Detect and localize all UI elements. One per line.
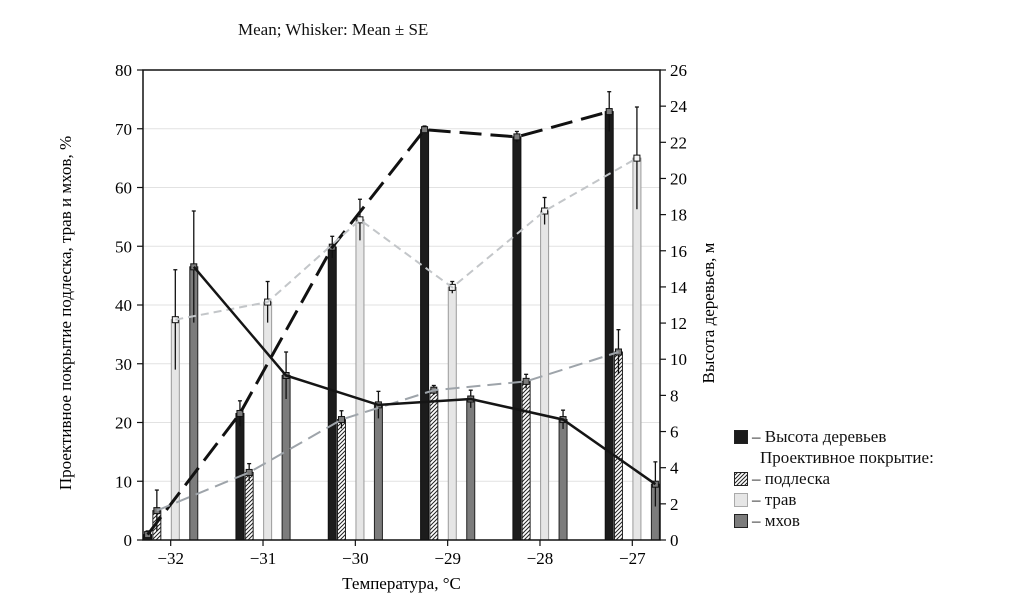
x-tick-label: −29: [434, 549, 461, 568]
y-right-tick-label: 20: [670, 169, 687, 188]
bar-hatched: [244, 471, 254, 541]
legend-label-height: – Высота деревьев: [752, 427, 887, 446]
bar-light: [263, 301, 273, 541]
chart-title: Mean; Whisker: Mean ± SE: [238, 20, 429, 39]
y-left-tick-label: 20: [115, 414, 132, 433]
mean-marker: [356, 216, 364, 224]
legend-swatch-moss: [734, 513, 748, 528]
y-left-tick-label: 60: [115, 179, 132, 198]
legend-label-moss: – мхов: [752, 511, 800, 530]
mean-marker: [245, 468, 253, 476]
bar-hatched: [521, 380, 531, 541]
bar-dark: [512, 136, 522, 541]
bar-medium: [466, 398, 476, 541]
legend-item-undergrowth: – подлеска: [734, 468, 934, 489]
bar-medium: [558, 419, 568, 541]
mean-marker: [337, 416, 345, 424]
x-tick-label: −31: [250, 549, 277, 568]
x-tick-label: −27: [619, 549, 646, 568]
bar-hatched: [336, 419, 346, 541]
mean-marker: [522, 377, 530, 385]
mean-marker: [421, 126, 429, 134]
bar-light: [355, 219, 365, 541]
y-right-tick-label: 14: [670, 278, 688, 297]
legend: – Высота деревьев Проективное покрытие: …: [734, 426, 934, 531]
y-right-tick-label: 22: [670, 133, 687, 152]
bar-hatched: [613, 351, 623, 541]
mean-marker: [541, 207, 549, 215]
y-axis-right-label: Высота деревьев, м: [699, 242, 718, 383]
y-left-tick-label: 30: [115, 355, 132, 374]
mean-marker: [633, 154, 641, 162]
legend-item-grass: – трав: [734, 489, 934, 510]
y-right-tick-label: 0: [670, 531, 679, 550]
mean-marker: [513, 133, 521, 141]
mean-marker: [605, 108, 613, 116]
bar-hatched: [429, 389, 439, 541]
legend-item-height: – Высота деревьев: [734, 426, 934, 447]
trend-line-light: [175, 157, 638, 321]
y-left-tick-label: 10: [115, 472, 132, 491]
bar-medium: [373, 404, 383, 541]
y-right-tick-label: 26: [670, 61, 687, 80]
x-tick-label: −30: [342, 549, 369, 568]
y-left-tick-label: 50: [115, 237, 132, 256]
legend-label-undergrowth: – подлеска: [752, 469, 831, 488]
y-right-tick-label: 24: [670, 97, 688, 116]
y-left-tick-label: 0: [124, 531, 133, 550]
legend-item-moss: – мхов: [734, 510, 934, 531]
bar-medium: [281, 375, 291, 541]
trend-lines: [146, 110, 657, 536]
axes: 0102030405060708002468101214161820222426…: [115, 61, 688, 568]
y-left-tick-label: 80: [115, 61, 132, 80]
legend-swatch-undergrowth: [734, 471, 748, 486]
legend-swatch-height: [734, 429, 748, 444]
legend-label-grass: – трав: [752, 490, 797, 509]
y-left-tick-label: 40: [115, 296, 132, 315]
x-tick-label: −32: [157, 549, 184, 568]
mean-marker: [236, 409, 244, 417]
y-right-tick-label: 16: [670, 242, 687, 261]
mean-marker: [190, 263, 198, 271]
y-axis-left-label: Проективное покрытие подлеска, трав и мх…: [56, 136, 75, 490]
y-right-tick-label: 4: [670, 459, 679, 478]
bar-dark: [420, 129, 430, 541]
bar-light: [632, 157, 642, 541]
trend-line-dark: [146, 110, 610, 536]
y-right-tick-label: 18: [670, 206, 687, 225]
x-tick-label: −28: [527, 549, 554, 568]
bar-dark: [327, 246, 337, 541]
y-right-tick-label: 10: [670, 350, 687, 369]
legend-heading-text: Проективное покрытие:: [760, 448, 934, 467]
trend-line-medium: [192, 265, 657, 486]
y-right-tick-label: 8: [670, 386, 679, 405]
grid: [143, 128, 660, 482]
bar-light: [447, 286, 457, 541]
y-left-tick-label: 70: [115, 120, 132, 139]
legend-heading: Проективное покрытие:: [734, 447, 934, 468]
x-axis-label: Температура, °С: [342, 574, 461, 593]
legend-swatch-grass: [734, 492, 748, 507]
y-right-tick-label: 12: [670, 314, 687, 333]
y-right-tick-label: 2: [670, 495, 679, 514]
y-right-tick-label: 6: [670, 423, 679, 442]
